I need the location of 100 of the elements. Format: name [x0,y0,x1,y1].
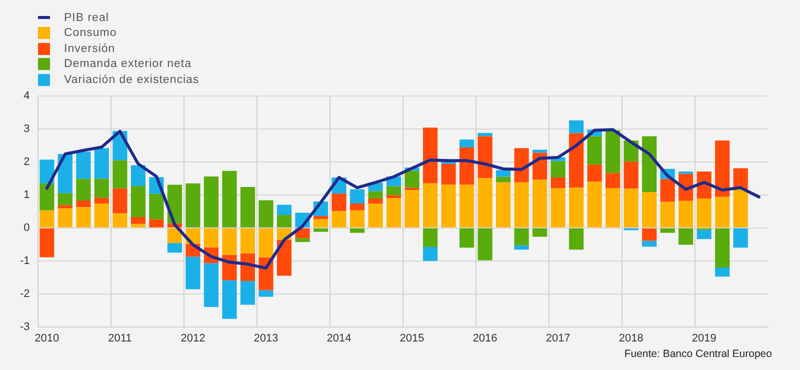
bar [660,228,675,233]
bar [368,198,383,204]
bar [606,188,620,228]
bar [550,161,566,178]
bar [204,263,219,308]
bar [222,228,237,255]
bar [350,203,365,210]
bar [76,152,91,179]
bar [514,245,529,250]
y-tick-label: 1 [24,188,30,201]
bar [276,204,292,216]
bar [733,168,748,190]
bar [459,140,474,148]
bar [130,165,146,186]
bar [422,228,438,248]
bar [313,216,328,220]
bar [733,189,748,228]
bar [478,136,492,178]
bar [112,213,128,228]
x-tick-label: 2019 [692,332,716,344]
x-tick-label: 2014 [326,332,352,344]
bar [94,178,109,198]
bar [532,150,548,153]
legend-label: Variación de existencias [64,74,200,86]
bar [624,162,638,189]
bar [332,194,346,212]
x-tick-label: 2013 [254,332,278,344]
bar [313,219,328,228]
y-tick-label: -2 [20,288,30,300]
bar [514,228,529,246]
bar [240,228,256,254]
bar [678,200,694,228]
bar [386,195,402,198]
bar [587,136,602,165]
bar [696,230,712,240]
bar [459,184,474,228]
bar [569,133,584,188]
bar [441,184,456,228]
bar [478,132,492,136]
bar [167,243,182,253]
bar [422,183,438,228]
bar [94,148,109,179]
bar [624,188,638,228]
bar [587,164,602,182]
bar [130,186,146,218]
bar [222,280,237,319]
bar [459,228,474,248]
bar [569,120,584,134]
bar [368,191,383,199]
bar [40,160,54,184]
y-tick-label: 3 [24,123,30,136]
bar [478,178,492,228]
bar [642,240,657,247]
x-tick-label: 2016 [472,332,498,344]
bar [715,228,730,268]
source-note: Fuente: Banco Central Europeo [624,348,772,360]
bar [332,211,346,228]
bar [112,188,128,214]
legend-label: Consumo [64,27,117,40]
bar [40,228,54,258]
y-tick-label: 4 [24,90,30,102]
bar [642,136,657,192]
bar [240,280,256,305]
bar [350,210,365,228]
x-tick-label: 2015 [400,332,424,344]
bar [550,177,566,188]
bar [186,256,200,290]
bar [94,198,109,204]
bar [240,187,256,228]
bar [258,228,274,258]
bar [58,154,72,194]
bar [733,228,748,248]
bar [404,170,420,188]
bar [404,190,420,228]
bar [94,203,109,228]
bar [569,188,584,228]
bar [660,179,675,202]
bar [40,210,54,228]
bar [422,128,438,184]
bar [295,238,310,242]
bar [606,173,620,188]
bar [569,228,584,250]
x-tick-label: 2018 [618,332,644,344]
bar [76,207,91,228]
bar [258,290,274,297]
legend-label: PIB real [64,12,109,24]
bar [550,188,566,228]
bar [204,228,219,248]
bar [532,228,548,237]
bar [715,196,730,228]
bar [58,208,72,228]
bar [130,224,146,228]
legend-label: Inversión [64,42,116,55]
bar [130,217,146,224]
x-tick-label: 2012 [180,332,206,344]
bar [496,182,511,228]
y-tick-label: -1 [20,254,30,267]
legend-label: Demanda exterior neta [64,58,192,70]
bar [149,219,164,228]
bar [642,192,657,228]
